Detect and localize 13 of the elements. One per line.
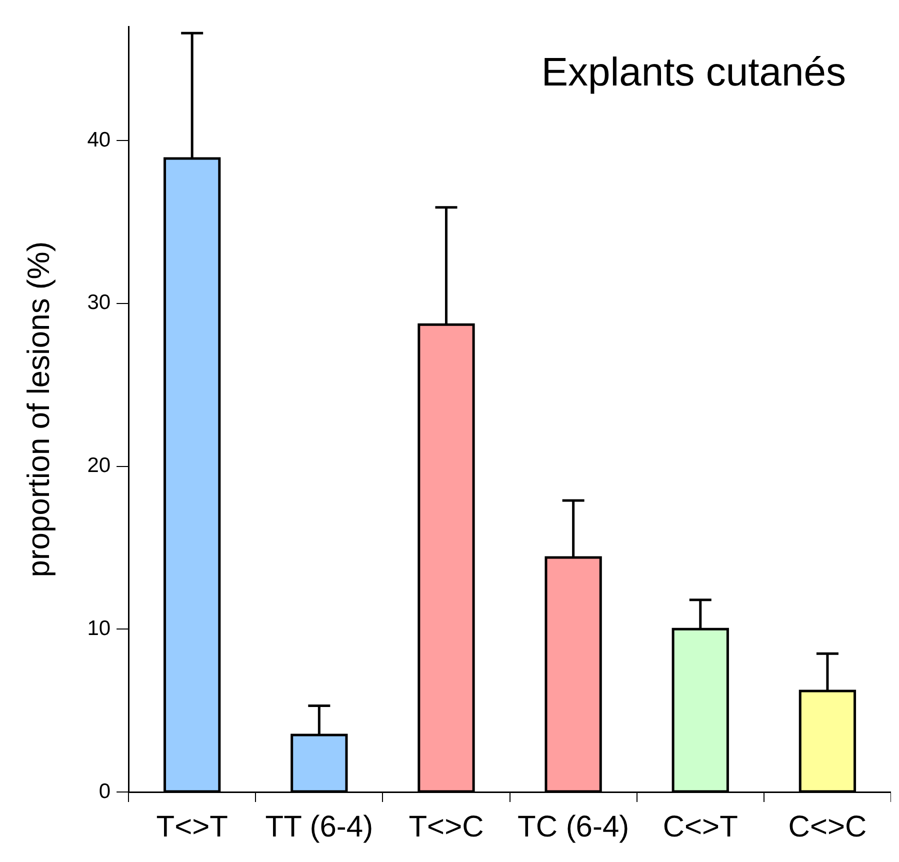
y-tick-label: 20 [87,454,111,478]
x-tick-label: C<>C [788,810,867,844]
x-tick-label: T<>C [408,810,484,844]
x-tick-label: T<>T [156,810,228,844]
text: Explants cutanés [541,50,846,95]
y-axis-title: proportion of lesions (%) [21,241,56,578]
x-tick-label: TT (6-4) [265,810,374,844]
x-tick-label: TC (6-4) [517,810,630,844]
y-tick-label: 40 [87,128,111,152]
x-tick-label: C<>T [662,810,738,844]
y-tick-label: 30 [87,291,111,314]
y-tick-label: 0 [98,780,111,803]
y-tick-label: 10 [87,616,111,640]
